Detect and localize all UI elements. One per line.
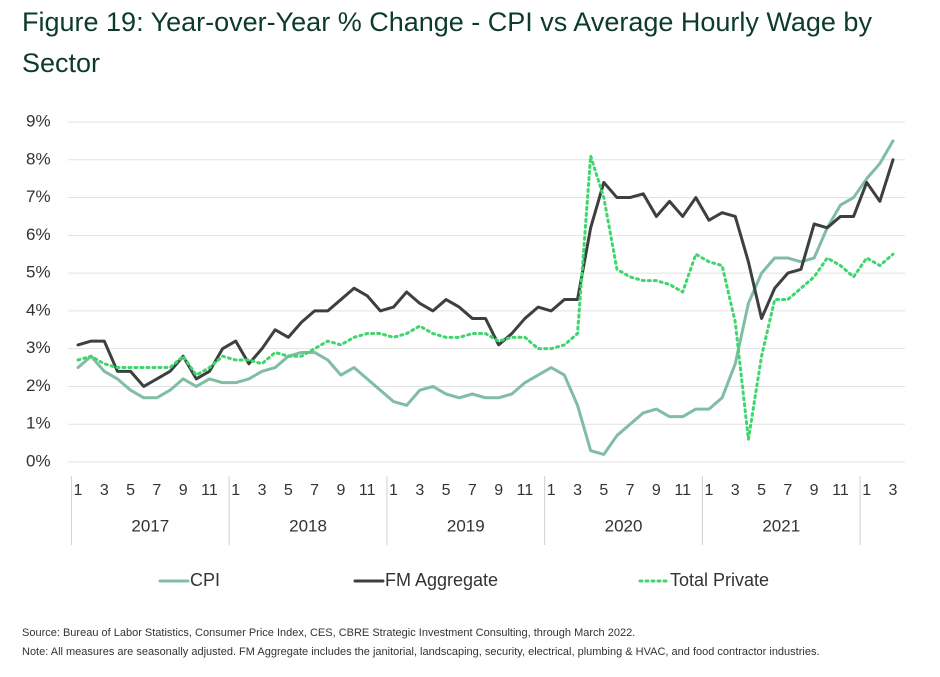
y-tick-label: 6% bbox=[26, 225, 51, 244]
y-tick-label: 3% bbox=[26, 338, 51, 357]
x-tick-label: 9 bbox=[336, 482, 345, 499]
x-tick-label: 11 bbox=[359, 482, 376, 499]
y-tick-label: 2% bbox=[26, 376, 51, 395]
y-tick-label: 5% bbox=[26, 263, 51, 282]
footnote: Note: All measures are seasonally adjust… bbox=[22, 646, 820, 658]
x-tick-label: 3 bbox=[889, 482, 898, 499]
x-tick-label: 5 bbox=[757, 482, 766, 499]
y-tick-label: 9% bbox=[26, 111, 51, 130]
x-tick-label: 3 bbox=[258, 482, 267, 499]
legend-label: FM Aggregate bbox=[385, 570, 498, 590]
x-tick-label: 7 bbox=[626, 482, 635, 499]
x-tick-label: 11 bbox=[674, 482, 691, 499]
y-tick-label: 1% bbox=[26, 414, 51, 433]
x-tick-label: 7 bbox=[310, 482, 319, 499]
legend-label: CPI bbox=[190, 570, 220, 590]
y-tick-label: 8% bbox=[26, 149, 51, 168]
x-tick-label: 3 bbox=[573, 482, 582, 499]
x-tick-label: 5 bbox=[284, 482, 293, 499]
x-tick-label: 9 bbox=[494, 482, 503, 499]
year-label: 2019 bbox=[447, 516, 485, 535]
x-tick-label: 7 bbox=[468, 482, 477, 499]
x-tick-label: 9 bbox=[652, 482, 661, 499]
line-series bbox=[76, 139, 895, 456]
x-tick-label: 9 bbox=[810, 482, 819, 499]
x-tick-label: 1 bbox=[389, 482, 398, 499]
x-tick-label: 3 bbox=[100, 482, 109, 499]
x-tick-label: 11 bbox=[517, 482, 534, 499]
x-tick-label: 7 bbox=[152, 482, 161, 499]
x-tick-label: 7 bbox=[783, 482, 792, 499]
source-note: Source: Bureau of Labor Statistics, Cons… bbox=[22, 627, 635, 639]
year-label: 2021 bbox=[762, 516, 800, 535]
x-tick-label: 5 bbox=[442, 482, 451, 499]
x-tick-label: 9 bbox=[179, 482, 188, 499]
x-tick-label: 5 bbox=[126, 482, 135, 499]
chart-title: Figure 19: Year-over-Year % Change - CPI… bbox=[22, 7, 872, 78]
x-tick-label: 11 bbox=[201, 482, 218, 499]
x-tick-label: 1 bbox=[74, 482, 83, 499]
year-label: 2020 bbox=[605, 516, 643, 535]
line-series bbox=[76, 154, 895, 441]
year-label: 2017 bbox=[131, 516, 169, 535]
x-tick-label: 3 bbox=[731, 482, 740, 499]
x-tick-label: 5 bbox=[599, 482, 608, 499]
x-tick-label: 1 bbox=[862, 482, 871, 499]
x-tick-label: 11 bbox=[832, 482, 849, 499]
x-tick-label: 1 bbox=[547, 482, 556, 499]
x-tick-label: 1 bbox=[705, 482, 714, 499]
y-tick-label: 0% bbox=[26, 451, 51, 470]
x-tick-label: 3 bbox=[415, 482, 424, 499]
y-tick-label: 4% bbox=[26, 300, 51, 319]
x-tick-label: 1 bbox=[231, 482, 240, 499]
y-tick-label: 7% bbox=[26, 187, 51, 206]
year-label: 2018 bbox=[289, 516, 327, 535]
legend-label: Total Private bbox=[670, 570, 769, 590]
